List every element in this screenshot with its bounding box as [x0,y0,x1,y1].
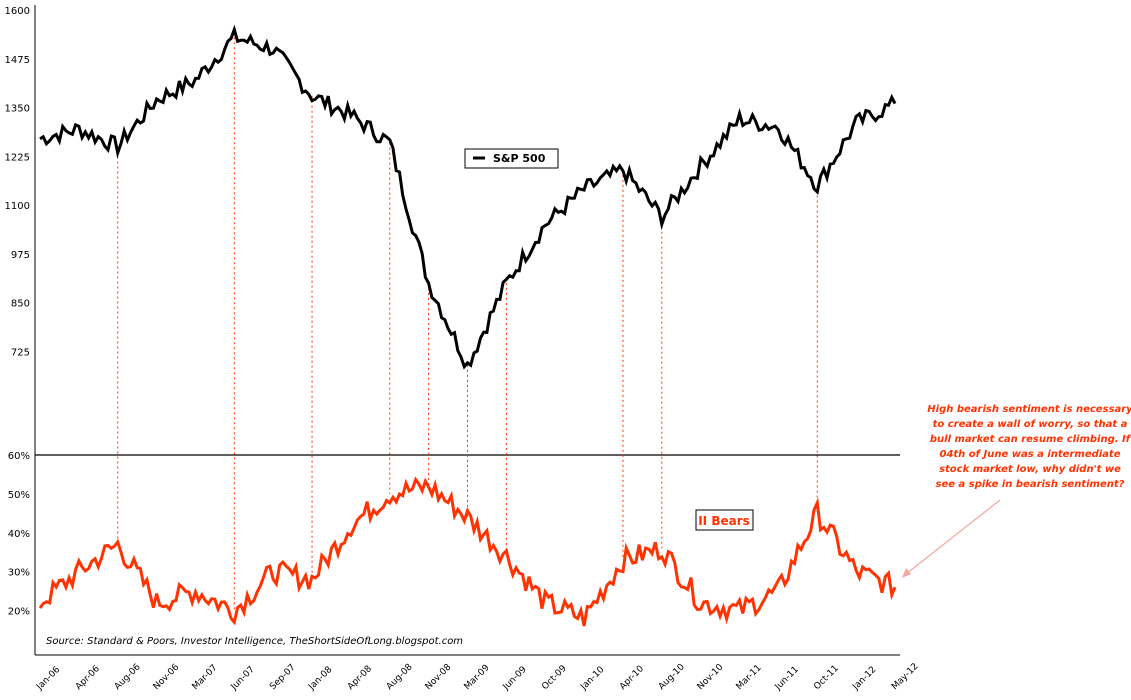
x-tick-label: Mar-09 [463,663,492,692]
x-tick-label: Sep-07 [268,663,297,692]
annotation-arrowhead [902,568,911,578]
x-tick-label: Apr-08 [346,664,374,692]
annotation-line: stock market low, why didn't we [939,464,1121,475]
axes [34,5,900,656]
y-tick-label: 30% [8,568,30,579]
y-tick-label: 50% [8,490,30,501]
annotation-line: High bearish sentiment is necessary [927,404,1131,415]
x-tick-label: Jan-10 [578,665,606,693]
x-axis-ticks: Jan-06 Apr-06 Aug-06 Nov-06 Mar-07 Jun-07 Sep-… [34,662,920,693]
bears-line [38,476,897,627]
spx-line [39,24,897,370]
x-tick-label: Apr-06 [74,664,102,692]
spx-legend-box [464,148,559,169]
y-axis-bottom-ticks: 60% 50% 40% 30% 20% [8,451,30,618]
y-tick-label: 1475 [5,55,30,66]
annotation-line: to create a wall of worry, so that a [933,419,1128,430]
y-tick-label: 1225 [5,152,30,163]
y-tick-label: 725 [11,347,30,358]
y-tick-label: 850 [11,299,30,310]
y-tick-label: 1350 [5,104,30,115]
annotation-line: 04th of June was a intermediate [939,449,1120,460]
x-tick-label: Jan-12 [850,665,878,693]
y-axis-top-ticks: 1600 1475 1350 1225 1100 975 850 725 [5,6,30,358]
x-tick-label: Mar-11 [735,663,764,692]
x-tick-label: Aug-10 [657,662,687,692]
x-tick-label: Mar-07 [191,663,220,692]
x-tick-label: Nov-06 [152,662,182,692]
x-tick-label: Jan-06 [34,665,62,693]
annotation-line: see a spike in bearish sentiment? [936,479,1125,490]
bears-legend-box [695,509,754,531]
x-tick-label: Oct-09 [540,663,569,692]
annotation-text: High bearish sentiment is necessary to cr… [927,404,1131,490]
x-tick-label: Jun-07 [229,665,257,693]
x-tick-label: May-12 [890,662,921,693]
x-tick-label: Jan-08 [306,665,334,693]
spx-legend: S&P 500 [464,148,559,169]
y-tick-label: 60% [8,451,30,462]
x-tick-label: Jun-11 [773,665,801,693]
bears-legend: II Bears [695,509,754,531]
y-tick-label: 20% [8,607,30,618]
marker-lines [117,37,818,611]
annotation-arrow [905,499,1001,575]
y-tick-label: 975 [11,250,30,261]
x-tick-label: Nov-10 [696,662,726,692]
x-tick-label: Jun-09 [501,665,529,693]
x-tick-label: Aug-06 [113,662,143,692]
x-tick-label: Oct-11 [812,664,840,692]
annotation-line: bull market can resume climbing. If [930,434,1131,445]
bears-legend-label: II Bears [698,514,750,528]
x-tick-label: Aug-08 [385,662,415,692]
y-tick-label: 1600 [5,6,30,17]
source-note: Source: Standard & Poors, Investor Intel… [46,636,463,647]
y-tick-label: 1100 [5,201,30,212]
x-tick-label: Nov-08 [424,662,454,692]
spx-legend-label: S&P 500 [493,152,546,165]
y-tick-label: 40% [8,529,30,540]
x-tick-label: Apr-10 [618,664,646,692]
